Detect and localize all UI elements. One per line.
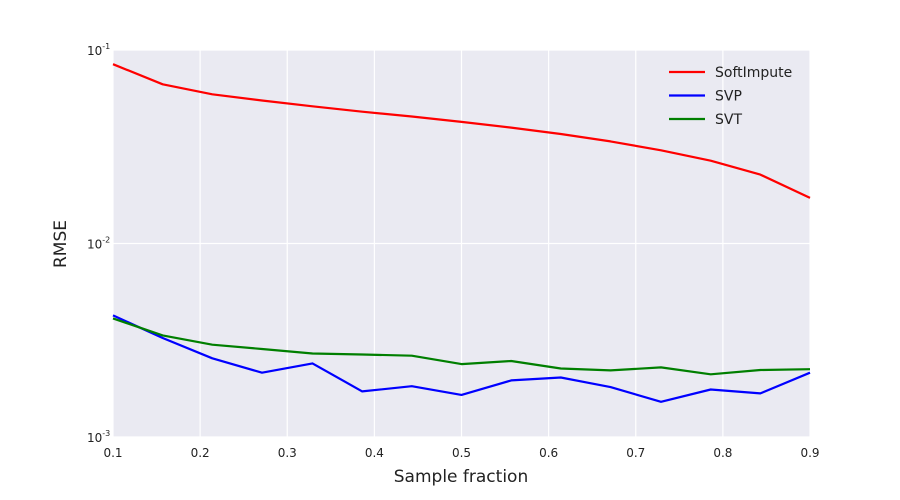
x-tick-label: 0.8 [713, 446, 732, 460]
grid-lines [112, 49, 811, 438]
x-tick-label: 0.4 [365, 446, 384, 460]
legend-label: SVT [715, 112, 742, 128]
series-line-softimpute [112, 63, 811, 199]
x-tick-label: 0.5 [452, 446, 471, 460]
x-axis-label: Sample fraction [394, 467, 528, 487]
series-lines [112, 63, 811, 403]
x-tick-label: 0.6 [539, 446, 558, 460]
x-tick-label: 0.2 [191, 446, 210, 460]
y-axis-label: RMSE [51, 220, 71, 268]
y-tick-label: 10-3 [87, 429, 110, 445]
tick-labels: 0.1 0.2 0.3 0.4 0.5 0.6 0.7 0.8 0.9 10-1 10-2 10-3 [87, 42, 820, 460]
x-tick-label: 0.9 [800, 446, 819, 460]
series-line-svp [112, 314, 811, 403]
legend-label: SoftImpute [715, 65, 792, 81]
x-tick-label: 0.3 [278, 446, 297, 460]
y-tick-label: 10-2 [87, 236, 110, 252]
legend-label: SVP [715, 89, 742, 105]
y-tick-label: 10-1 [87, 42, 110, 58]
series-line-svt [112, 317, 811, 376]
x-tick-label: 0.7 [626, 446, 645, 460]
legend: SoftImpute SVP SVT [669, 65, 792, 128]
x-tick-label: 0.1 [103, 446, 122, 460]
